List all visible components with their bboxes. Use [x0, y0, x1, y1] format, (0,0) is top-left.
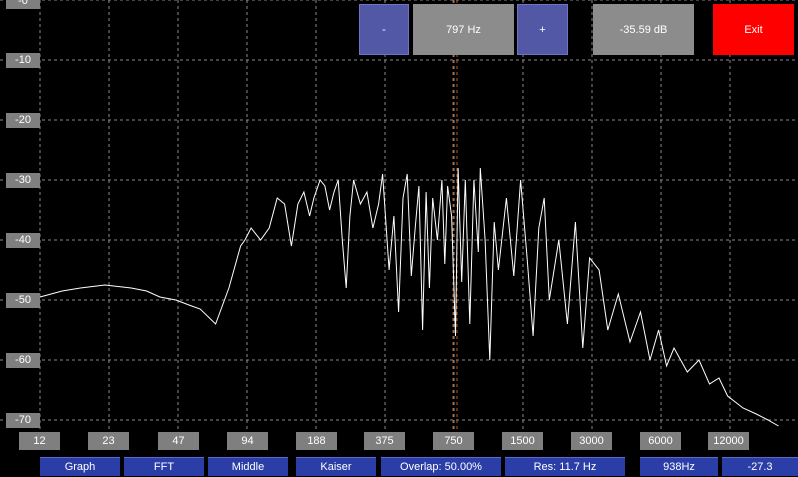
- x-tick-375: 375: [364, 432, 405, 450]
- level-display: -35.59 dB: [593, 4, 694, 55]
- y-tick-10: -10: [6, 53, 40, 68]
- y-tick-20: -20: [6, 113, 40, 128]
- x-tick-188: 188: [296, 432, 337, 450]
- decrease-frequency-button[interactable]: -: [359, 4, 409, 55]
- x-tick-12: 12: [19, 432, 60, 450]
- x-tick-23: 23: [88, 432, 129, 450]
- window-kaiser-button[interactable]: Kaiser: [296, 457, 376, 476]
- x-tick-6000: 6000: [640, 432, 681, 450]
- middle-button[interactable]: Middle: [208, 457, 288, 476]
- x-tick-1500: 1500: [502, 432, 543, 450]
- increase-frequency-button[interactable]: +: [517, 4, 568, 55]
- peak-frequency-display: 938Hz: [640, 457, 718, 476]
- overlap-button[interactable]: Overlap: 50.00%: [381, 457, 501, 476]
- x-tick-750: 750: [433, 432, 474, 450]
- x-tick-47: 47: [158, 432, 199, 450]
- y-tick-60: -60: [6, 353, 40, 368]
- y-tick-30: -30: [6, 173, 40, 188]
- fft-button[interactable]: FFT: [124, 457, 204, 476]
- x-tick-94: 94: [227, 432, 268, 450]
- y-tick-40: -40: [6, 233, 40, 248]
- peak-level-display: -27.3: [722, 457, 798, 476]
- exit-button[interactable]: Exit: [713, 4, 794, 55]
- graph-button[interactable]: Graph: [40, 457, 120, 476]
- spectrum-trace: [21, 167, 779, 427]
- y-tick-70: -70: [6, 413, 40, 428]
- y-tick-50: -50: [6, 293, 40, 308]
- x-tick-3000: 3000: [571, 432, 612, 450]
- frequency-display: 797 Hz: [413, 4, 514, 55]
- resolution-button[interactable]: Res: 11.7 Hz: [505, 457, 625, 476]
- x-tick-12000: 12000: [708, 432, 749, 450]
- y-tick-0: -0: [6, 0, 40, 9]
